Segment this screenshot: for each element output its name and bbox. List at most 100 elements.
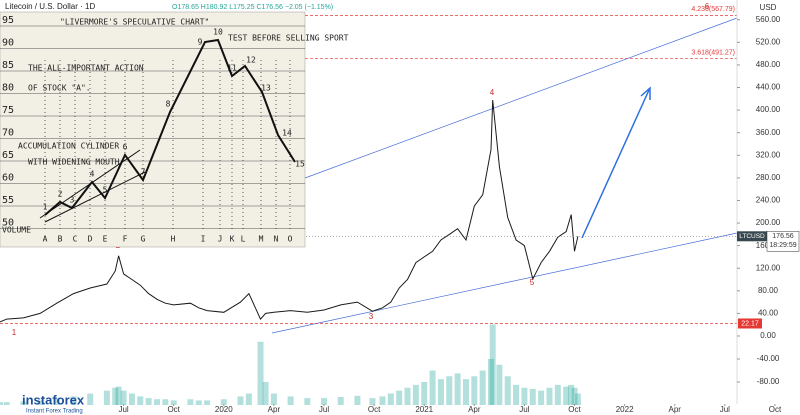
inset-paper — [0, 11, 306, 248]
volume-bar — [115, 386, 122, 405]
x-tick-label: Apr — [268, 405, 281, 414]
x-tick-label: Oct — [368, 405, 381, 414]
volume-bar — [513, 384, 520, 405]
inset-volume: VOLUME — [2, 226, 31, 235]
x-tick-label: Jul — [519, 405, 529, 414]
volume-bar — [37, 400, 44, 405]
volume-bar — [538, 390, 545, 405]
price-label: 176.56 — [772, 233, 794, 240]
price-axis-panel — [737, 0, 800, 404]
inset-letter: F — [123, 235, 128, 244]
x-tick-label: Oct — [769, 405, 782, 414]
volume-bar — [437, 379, 444, 405]
volume-bar — [412, 384, 419, 405]
inset-point: 15 — [295, 160, 305, 169]
volume-bar — [204, 400, 211, 405]
logo-tagline: Instant Forex Trading — [26, 409, 83, 415]
volume-bar — [546, 387, 553, 405]
inset-letter: L — [241, 235, 246, 244]
volume-bar — [568, 384, 575, 405]
inset-letter: O — [288, 235, 293, 244]
inset-letter: M — [259, 235, 264, 244]
volume-bar — [195, 400, 202, 405]
low-label-box — [738, 318, 762, 329]
volume-bar — [304, 398, 311, 405]
price-line — [0, 99, 579, 323]
inset-scale: 80 — [2, 83, 14, 94]
y-tick-label: 200.00 — [756, 218, 781, 227]
inset-point: 4 — [90, 170, 95, 179]
wave-label: 3 — [369, 312, 374, 321]
x-tick-label: Oct — [568, 405, 581, 414]
volume-bar — [162, 399, 169, 405]
volume-bar — [170, 400, 177, 405]
inset-cylinder — [39, 149, 146, 223]
volume-bar — [571, 387, 578, 405]
volume-bar — [521, 387, 528, 405]
inset-point: 1 — [43, 203, 48, 212]
x-tick-label: Jul — [720, 405, 730, 414]
volume-bar — [574, 393, 581, 405]
inset-point: 13 — [261, 84, 271, 93]
volume-bar — [379, 396, 386, 405]
inset-scale: 75 — [2, 105, 14, 116]
y-tick-label: -40.00 — [757, 354, 780, 363]
inset-scale: 95 — [2, 15, 14, 26]
inset-title: "LIVERMORE'S SPECULATIVE CHART" — [60, 18, 209, 27]
y-tick-label: 40.00 — [758, 309, 779, 318]
volume-bar — [237, 396, 244, 405]
y-tick-label: 360.00 — [756, 128, 781, 137]
ohlc: O178.65 H180.92 L175.25 C176.56 −2.05 (−… — [172, 4, 333, 11]
inset-letter: E — [103, 235, 108, 244]
volume-bar — [563, 386, 570, 405]
y-tick-label: 520.00 — [756, 37, 781, 46]
volume-bar — [321, 398, 328, 405]
volume-bar — [454, 373, 461, 405]
volume-bar — [287, 396, 294, 405]
volume-bar — [488, 359, 495, 405]
volume-bar — [70, 396, 77, 405]
volume-bar — [270, 393, 277, 405]
volume-bar — [112, 387, 119, 405]
volume-bar — [421, 382, 428, 405]
y-tick-label: -80.00 — [757, 377, 780, 386]
wave-label: 4 — [490, 88, 495, 97]
volume-bar — [429, 370, 436, 405]
volume-bar — [369, 398, 376, 405]
time-label: 18:29:59 — [769, 242, 796, 249]
axes: Jul Oct 2020 Apr Jul Oct 2021 Apr Jul Oct 2022 Apr J… — [118, 15, 800, 414]
volume-bar — [387, 393, 394, 405]
volume-bar — [529, 388, 536, 405]
inset-scale: 55 — [2, 195, 14, 206]
volume-bar — [354, 395, 361, 405]
inset-text: OF STOCK "A". — [28, 84, 91, 93]
x-tick-label: 2020 — [215, 405, 233, 414]
logo: instaforex — [22, 392, 85, 407]
inset-point: 12 — [246, 56, 256, 65]
inset-point: 14 — [282, 129, 292, 138]
volume-bar — [87, 393, 94, 405]
inset-scale: 50 — [2, 218, 14, 229]
y-tick-label: 80.00 — [758, 286, 779, 295]
inset-letter: B — [58, 235, 63, 244]
volume-bar — [337, 396, 344, 405]
arrow-head — [640, 86, 651, 100]
inset-point: 11 — [227, 64, 237, 73]
inset-letter: J — [218, 235, 223, 244]
inset-scale: 60 — [2, 173, 14, 184]
volume-bar — [103, 390, 110, 405]
inset-letter: D — [88, 235, 93, 244]
inset-point: 9 — [198, 38, 203, 47]
volume-bar — [3, 402, 10, 405]
inset-scale: 90 — [2, 38, 14, 49]
volume-bar — [446, 376, 453, 405]
price-box — [766, 231, 800, 252]
volume-bar — [153, 399, 160, 405]
x-tick-label: 2021 — [415, 405, 433, 414]
inset-text: ACCUMULATION CYLINDER — [18, 142, 119, 151]
inset-point: 8 — [166, 100, 171, 109]
